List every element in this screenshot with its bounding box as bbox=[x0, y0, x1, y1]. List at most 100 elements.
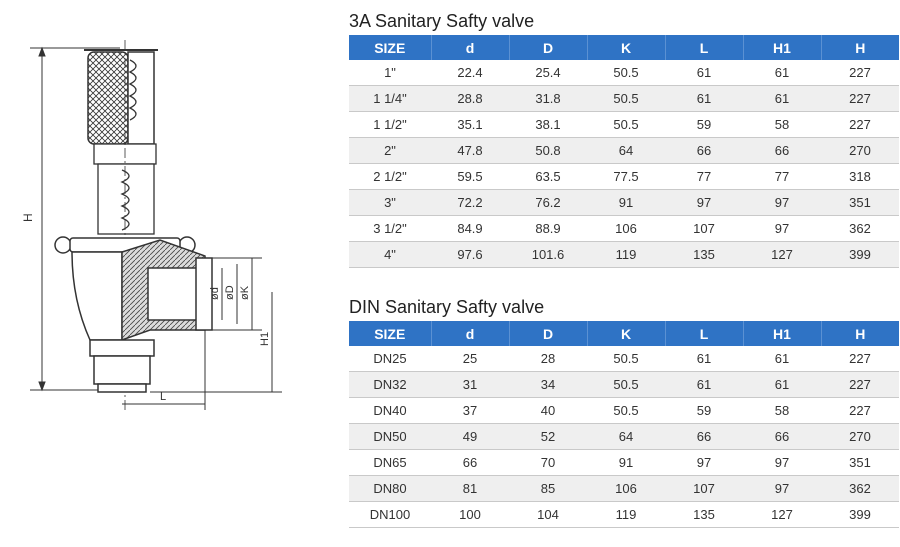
cell-d: 25 bbox=[431, 346, 509, 372]
cell-k: 64 bbox=[587, 423, 665, 450]
cell-h1: 66 bbox=[743, 137, 821, 164]
cell-l: 77 bbox=[665, 163, 743, 190]
col-header-D: D bbox=[509, 321, 588, 346]
cell-size: DN40 bbox=[349, 397, 431, 424]
cell-size: DN50 bbox=[349, 423, 431, 450]
col-header-k: K bbox=[587, 321, 666, 346]
table-row: 1 1/4" 28.8 31.8 50.5 61 61 227 bbox=[349, 85, 899, 112]
col-header-h1: H1 bbox=[743, 321, 822, 346]
valve-cap bbox=[84, 49, 158, 145]
cell-D: 76.2 bbox=[509, 189, 587, 216]
cell-h: 362 bbox=[821, 215, 899, 242]
cell-size: DN65 bbox=[349, 449, 431, 476]
cell-k: 50.5 bbox=[587, 85, 665, 112]
cell-h1: 97 bbox=[743, 449, 821, 476]
dim-label-D: øD bbox=[224, 285, 236, 300]
cell-h: 270 bbox=[821, 423, 899, 450]
dim-label-h1: H1 bbox=[259, 332, 271, 346]
cell-l: 107 bbox=[665, 215, 743, 242]
cell-D: 70 bbox=[509, 449, 587, 476]
cell-D: 38.1 bbox=[509, 111, 587, 138]
cell-h: 227 bbox=[821, 111, 899, 138]
cell-h1: 97 bbox=[743, 215, 821, 242]
cell-D: 101.6 bbox=[509, 241, 587, 268]
cell-d: 28.8 bbox=[431, 85, 509, 112]
cell-k: 91 bbox=[587, 449, 665, 476]
table-row: DN80 81 85 106 107 97 362 bbox=[349, 475, 899, 502]
table-row: 1 1/2" 35.1 38.1 50.5 59 58 227 bbox=[349, 111, 899, 138]
cell-d: 35.1 bbox=[431, 111, 509, 138]
cell-d: 37 bbox=[431, 397, 509, 424]
valve-spring-body bbox=[93, 40, 157, 410]
cell-h: 399 bbox=[821, 241, 899, 268]
cell-l: 97 bbox=[665, 449, 743, 476]
cell-k: 50.5 bbox=[587, 60, 665, 86]
table-din: SIZE d D K L H1 H DN25 25 28 50.5 61 61 … bbox=[349, 321, 899, 528]
cell-h1: 61 bbox=[743, 371, 821, 398]
cell-d: 81 bbox=[431, 475, 509, 502]
cell-h1: 77 bbox=[743, 163, 821, 190]
cell-d: 66 bbox=[431, 449, 509, 476]
cell-h: 227 bbox=[821, 60, 899, 86]
cell-D: 40 bbox=[509, 397, 587, 424]
cell-size: DN100 bbox=[349, 501, 431, 528]
cell-k: 119 bbox=[587, 501, 665, 528]
cell-l: 59 bbox=[665, 397, 743, 424]
section-3a: 3A Sanitary Safty valve SIZE d D K L H1 … bbox=[349, 8, 899, 268]
table-3a: SIZE d D K L H1 H 1" 22.4 25.4 50.5 61 6… bbox=[349, 35, 899, 268]
cell-k: 106 bbox=[587, 215, 665, 242]
cell-h1: 61 bbox=[743, 85, 821, 112]
cell-d: 47.8 bbox=[431, 137, 509, 164]
cell-size: 2" bbox=[349, 137, 431, 164]
cell-d: 59.5 bbox=[431, 163, 509, 190]
table-row: 3 1/2" 84.9 88.9 106 107 97 362 bbox=[349, 215, 899, 242]
cell-size: DN32 bbox=[349, 371, 431, 398]
dimension-lines-right bbox=[122, 257, 282, 410]
cell-k: 50.5 bbox=[587, 111, 665, 138]
cell-l: 61 bbox=[665, 60, 743, 86]
cell-l: 66 bbox=[665, 137, 743, 164]
cell-l: 59 bbox=[665, 111, 743, 138]
table-row: DN100 100 104 119 135 127 399 bbox=[349, 501, 899, 528]
cell-size: 4" bbox=[349, 241, 431, 268]
cell-size: DN80 bbox=[349, 475, 431, 502]
cell-h1: 61 bbox=[743, 60, 821, 86]
table-header-row: SIZE d D K L H1 H bbox=[349, 321, 899, 346]
cell-d: 100 bbox=[431, 501, 509, 528]
cell-d: 84.9 bbox=[431, 215, 509, 242]
cell-h1: 127 bbox=[743, 241, 821, 268]
cell-h: 227 bbox=[821, 397, 899, 424]
col-header-h: H bbox=[821, 321, 899, 346]
cell-h1: 66 bbox=[743, 423, 821, 450]
cell-h: 318 bbox=[821, 163, 899, 190]
cell-k: 77.5 bbox=[587, 163, 665, 190]
dimension-h bbox=[30, 46, 120, 392]
cell-l: 135 bbox=[665, 241, 743, 268]
cell-k: 50.5 bbox=[587, 371, 665, 398]
cell-h: 270 bbox=[821, 137, 899, 164]
cell-l: 66 bbox=[665, 423, 743, 450]
cell-k: 50.5 bbox=[587, 397, 665, 424]
cell-size: 3 1/2" bbox=[349, 215, 431, 242]
col-header-l: L bbox=[665, 35, 744, 60]
cell-D: 85 bbox=[509, 475, 587, 502]
cell-k: 106 bbox=[587, 475, 665, 502]
cell-k: 119 bbox=[587, 241, 665, 268]
col-header-h1: H1 bbox=[743, 35, 822, 60]
col-header-d: d bbox=[431, 321, 510, 346]
cell-h: 227 bbox=[821, 346, 899, 372]
cell-l: 107 bbox=[665, 475, 743, 502]
cell-l: 61 bbox=[665, 85, 743, 112]
section-title-din: DIN Sanitary Safty valve bbox=[349, 297, 545, 317]
cell-size: 1" bbox=[349, 60, 431, 86]
table-header-row: SIZE d D K L H1 H bbox=[349, 35, 899, 60]
cell-size: 1 1/4" bbox=[349, 85, 431, 112]
section-din: DIN Sanitary Safty valve SIZE d D K L H1… bbox=[349, 294, 899, 528]
cell-D: 34 bbox=[509, 371, 587, 398]
dim-label-l: L bbox=[160, 391, 166, 403]
cell-d: 72.2 bbox=[431, 189, 509, 216]
cell-l: 135 bbox=[665, 501, 743, 528]
cell-D: 104 bbox=[509, 501, 587, 528]
cell-size: 1 1/2" bbox=[349, 111, 431, 138]
table-row: DN40 37 40 50.5 59 58 227 bbox=[349, 397, 899, 424]
